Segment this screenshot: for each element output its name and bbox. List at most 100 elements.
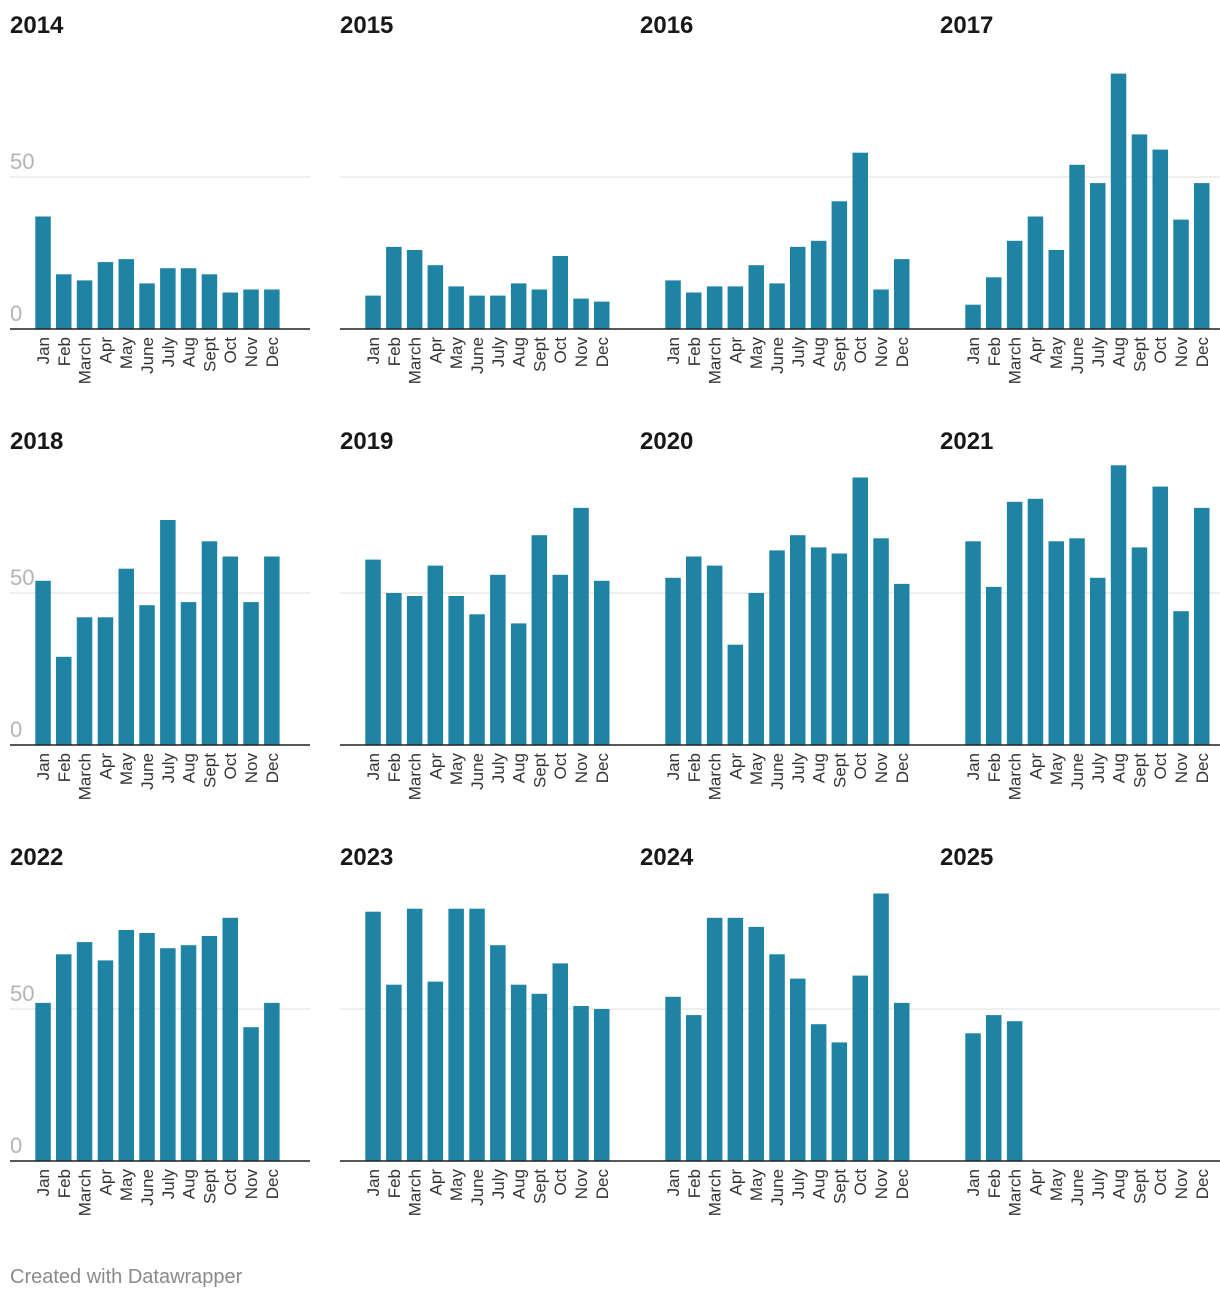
- x-tick-label: Feb: [685, 1169, 704, 1198]
- x-tick-label: June: [1068, 753, 1087, 790]
- panel-2021: 2021 Jan Feb March Apr May June July Aug Sept Oct N…: [940, 428, 1220, 800]
- x-tick-label: May: [117, 1169, 136, 1202]
- x-tick-label: Jan: [964, 337, 983, 364]
- bar-jan: [965, 541, 981, 745]
- bar-nov: [573, 298, 589, 329]
- x-tick-label: Oct: [221, 1169, 240, 1196]
- x-tick-label: June: [768, 753, 787, 790]
- x-tick-label: June: [468, 337, 487, 374]
- bar-june: [769, 550, 785, 745]
- x-tick-label: Apr: [96, 337, 115, 364]
- bar-may: [118, 930, 134, 1161]
- x-tick-label: Oct: [851, 753, 870, 780]
- x-tick-label: March: [706, 753, 725, 800]
- bar-feb: [986, 586, 1002, 745]
- bar-jan: [965, 1033, 981, 1161]
- bar-apr: [97, 617, 114, 745]
- bar-oct: [552, 963, 568, 1161]
- bar-apr: [97, 960, 114, 1161]
- bar-jan: [665, 996, 681, 1161]
- y-tick-label: 50: [10, 149, 34, 174]
- bar-march: [1006, 1021, 1023, 1161]
- bar-apr: [727, 644, 744, 745]
- x-tick-label: May: [1047, 1169, 1066, 1202]
- bar-july: [160, 948, 176, 1161]
- y-tick-label: 50: [10, 565, 34, 590]
- bar-july: [160, 268, 176, 329]
- x-tick-label: Feb: [985, 1169, 1004, 1198]
- x-tick-label: May: [447, 337, 466, 370]
- x-tick-label: Aug: [810, 1169, 829, 1199]
- bar-jan: [365, 295, 381, 329]
- bar-nov: [873, 893, 889, 1161]
- bar-feb: [56, 274, 72, 329]
- x-tick-label: March: [1006, 337, 1025, 384]
- x-tick-label: Jan: [664, 337, 683, 364]
- bar-sept: [1131, 547, 1148, 745]
- x-tick-label: Oct: [1151, 753, 1170, 780]
- bar-jan: [365, 911, 381, 1161]
- bar-oct: [852, 477, 868, 745]
- bar-sept: [201, 541, 218, 745]
- bar-feb: [386, 246, 402, 329]
- bar-may: [748, 926, 764, 1161]
- bar-may: [1048, 541, 1064, 745]
- x-tick-label: Feb: [55, 1169, 74, 1198]
- x-tick-label: July: [489, 337, 508, 368]
- x-tick-label: July: [1089, 337, 1108, 368]
- x-tick-label: May: [1047, 753, 1066, 786]
- x-tick-label: Nov: [242, 337, 261, 368]
- bar-july: [790, 246, 806, 329]
- x-tick-label: July: [489, 753, 508, 784]
- panel-title: 2016: [640, 12, 693, 39]
- x-tick-label: Nov: [1172, 1169, 1191, 1200]
- bar-nov: [243, 289, 259, 329]
- bar-apr: [427, 981, 444, 1161]
- bar-sept: [201, 936, 218, 1161]
- panel-title: 2022: [10, 844, 63, 871]
- x-tick-label: Feb: [385, 1169, 404, 1198]
- x-tick-label: Jan: [664, 1169, 683, 1196]
- bar-may: [448, 286, 464, 329]
- bar-feb: [386, 593, 402, 745]
- bar-aug: [180, 268, 197, 329]
- x-tick-label: Dec: [1193, 1169, 1212, 1200]
- x-tick-label: Dec: [1193, 753, 1212, 784]
- bar-oct: [222, 917, 238, 1161]
- x-tick-label: June: [138, 1169, 157, 1206]
- x-tick-label: Oct: [851, 1169, 870, 1196]
- x-tick-label: May: [447, 753, 466, 786]
- bar-dec: [894, 1002, 910, 1161]
- x-tick-label: July: [159, 337, 178, 368]
- x-tick-label: March: [706, 1169, 725, 1216]
- bar-dec: [1194, 183, 1210, 329]
- bar-june: [139, 283, 155, 329]
- bar-feb: [386, 984, 402, 1161]
- panel-2015: 2015 Jan Feb March Apr May June July Aug Sept Oct N…: [340, 12, 640, 384]
- x-tick-label: Sept: [830, 1169, 849, 1204]
- bar-march: [76, 942, 93, 1161]
- bar-june: [1069, 164, 1085, 329]
- bar-march: [706, 286, 723, 329]
- x-tick-label: Jan: [34, 337, 53, 364]
- x-tick-label: Oct: [851, 337, 870, 364]
- x-tick-label: Nov: [1172, 337, 1191, 368]
- x-tick-label: Apr: [426, 337, 445, 364]
- x-tick-label: May: [747, 337, 766, 370]
- x-tick-label: Sept: [1130, 337, 1149, 372]
- bar-july: [160, 520, 176, 745]
- x-tick-label: June: [138, 337, 157, 374]
- panel-2025: 2025 Jan Feb March Apr May June July Aug Sept Oct N…: [940, 844, 1220, 1216]
- bar-july: [1090, 577, 1106, 745]
- bar-aug: [510, 283, 527, 329]
- bar-june: [769, 283, 785, 329]
- bar-may: [118, 568, 134, 745]
- bar-march: [1006, 501, 1023, 745]
- panel-title: 2017: [940, 12, 993, 39]
- x-tick-label: Sept: [530, 337, 549, 372]
- bar-feb: [686, 292, 702, 329]
- bar-jan: [35, 1002, 51, 1161]
- bar-march: [706, 917, 723, 1161]
- bar-apr: [427, 565, 444, 745]
- bar-sept: [831, 553, 848, 745]
